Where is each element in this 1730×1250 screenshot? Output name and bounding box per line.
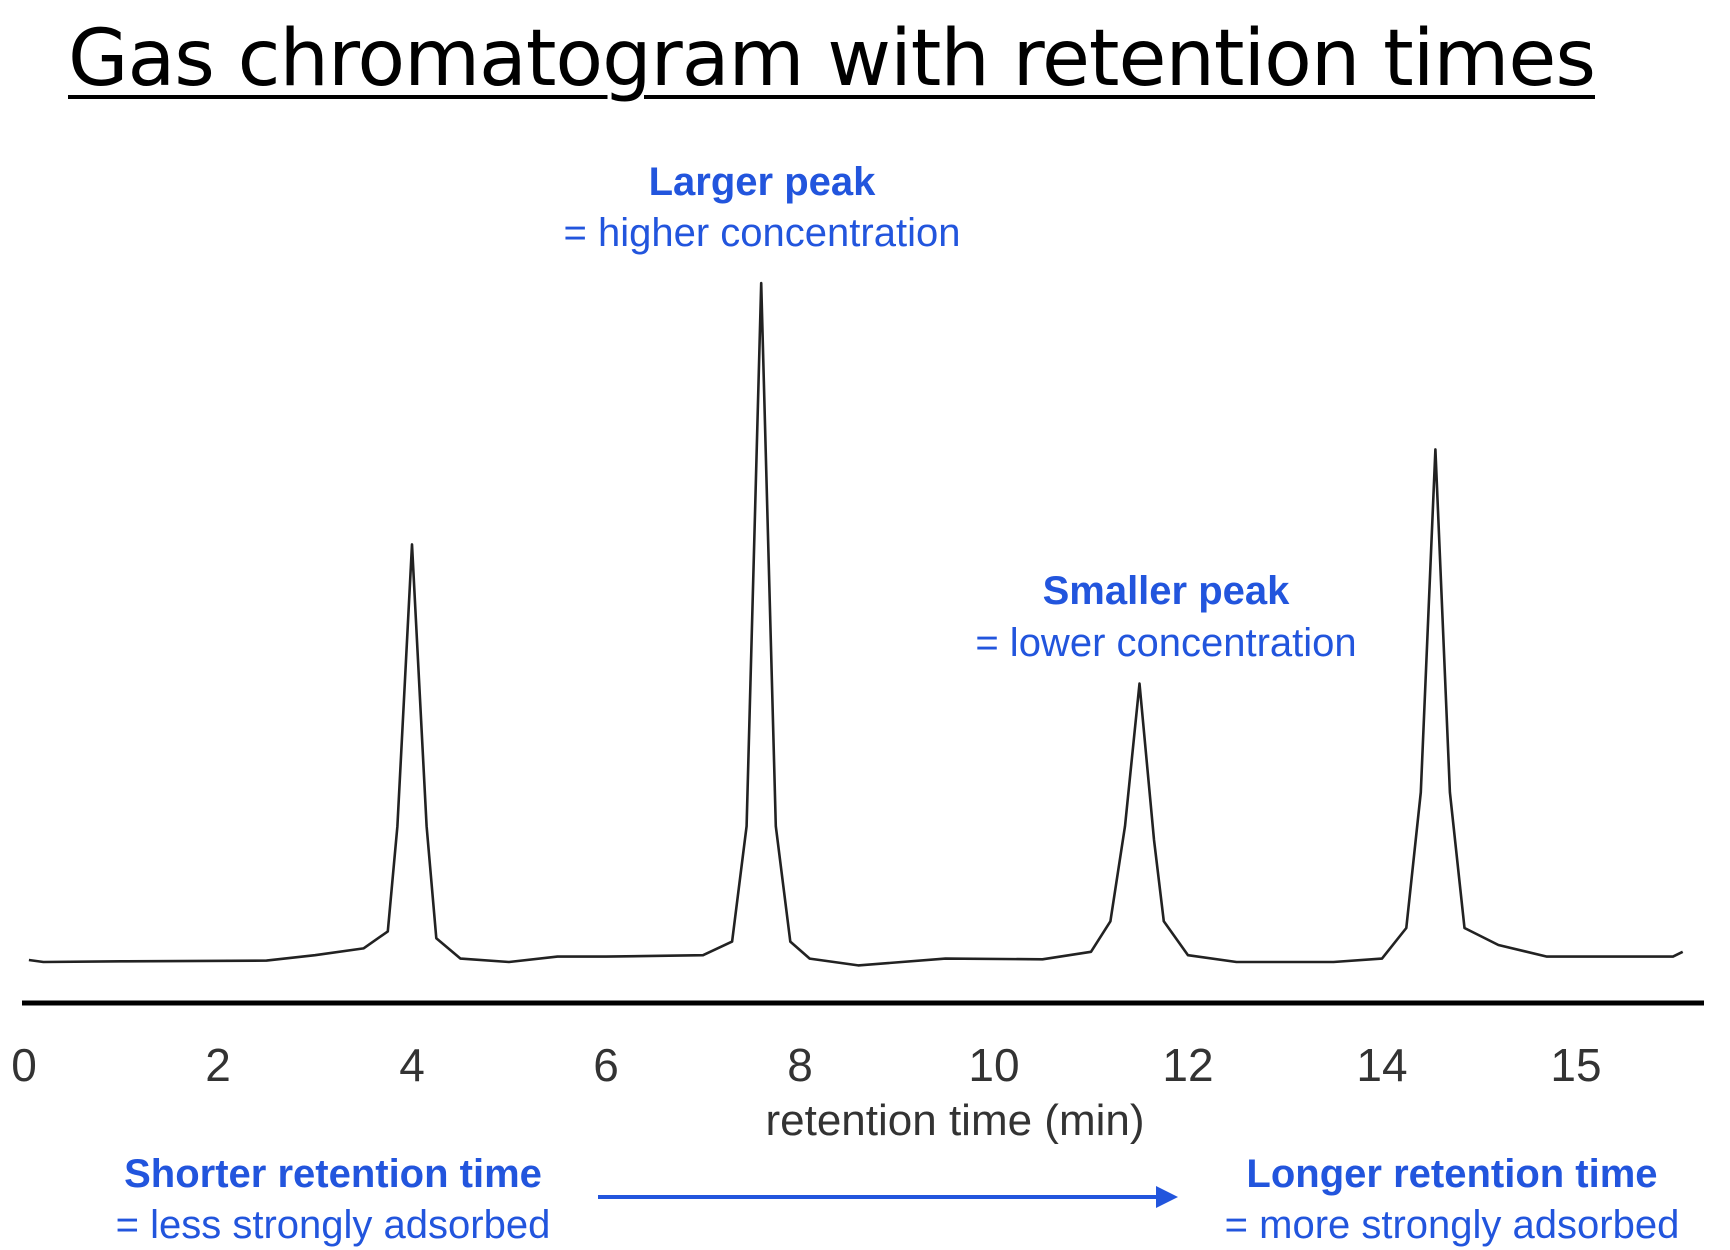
x-tick-label: 10: [968, 1039, 1019, 1091]
larger-peak-sublabel: = higher concentration: [564, 211, 961, 255]
tick-labels: 0 2 4 6 8 10 12 14 15: [11, 1039, 1601, 1091]
longer-retention-label: Longer retention time: [1246, 1152, 1657, 1196]
smaller-peak-sublabel: = lower concentration: [975, 621, 1356, 665]
x-tick-label: 0: [11, 1039, 37, 1091]
longer-retention-sublabel: = more strongly adsorbed: [1225, 1203, 1680, 1247]
trace-layer: [28, 281, 1684, 967]
x-tick-label: 12: [1162, 1039, 1213, 1091]
page-title: Gas chromatogram with retention times: [68, 14, 1596, 104]
larger-peak-label: Larger peak: [649, 160, 877, 204]
smaller-peak-label: Smaller peak: [1043, 569, 1291, 613]
x-tick-label: 2: [205, 1039, 231, 1091]
x-tick-label: 15: [1550, 1039, 1601, 1091]
arrow-head: [1156, 1186, 1178, 1208]
x-tick-label: 14: [1356, 1039, 1407, 1091]
shorter-retention-label: Shorter retention time: [124, 1152, 542, 1196]
retention-direction-arrow: [598, 1186, 1178, 1208]
x-tick-label: 6: [593, 1039, 619, 1091]
x-axis-title: retention time (min): [765, 1096, 1144, 1145]
x-tick-label: 8: [787, 1039, 813, 1091]
x-tick-label: 4: [399, 1039, 425, 1091]
shorter-retention-sublabel: = less strongly adsorbed: [116, 1203, 551, 1247]
chromatogram-trace: [28, 281, 1684, 967]
